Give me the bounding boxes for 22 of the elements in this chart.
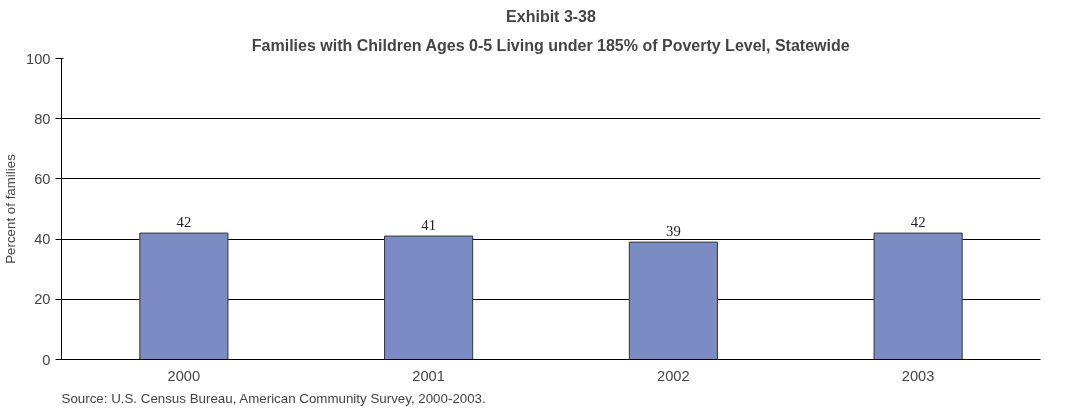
y-axis-title: Percent of families xyxy=(3,153,19,264)
y-tick-label: 80 xyxy=(34,110,51,127)
x-tick-label: 2000 xyxy=(167,367,201,384)
x-tick-label: 2002 xyxy=(657,367,690,384)
data-label: 42 xyxy=(176,214,192,231)
bar xyxy=(139,232,229,360)
x-tick-label: 2003 xyxy=(901,367,935,384)
y-tick-label: 100 xyxy=(26,50,51,67)
chart-title: Exhibit 3-38 xyxy=(506,7,596,25)
source-note: Source: U.S. Census Bureau, American Community Survey, 2000-2003. xyxy=(61,390,486,406)
y-tick-label: 0 xyxy=(42,351,51,368)
data-label: 41 xyxy=(421,217,436,234)
x-tick-label: 2001 xyxy=(412,367,445,384)
chart-subtitle: Families with Children Ages 0-5 Living under 185% of Poverty Level, Statewide xyxy=(251,36,850,54)
y-tick-label: 60 xyxy=(34,170,51,187)
bar xyxy=(873,232,963,360)
y-tick-label: 40 xyxy=(34,231,51,248)
bar xyxy=(384,235,474,360)
bar xyxy=(628,241,718,360)
data-label: 39 xyxy=(666,223,681,240)
data-label: 42 xyxy=(910,214,926,231)
y-tick-label: 20 xyxy=(34,291,51,308)
